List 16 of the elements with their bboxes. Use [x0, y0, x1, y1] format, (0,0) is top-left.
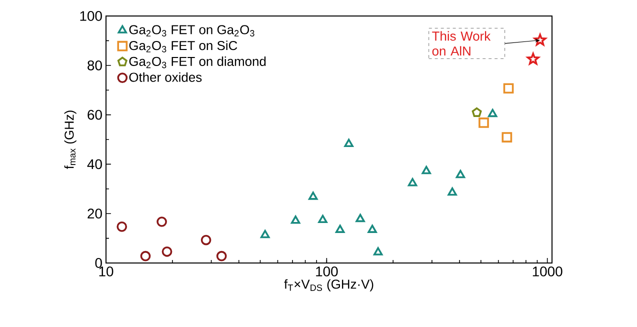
y-tick-label: 40 [87, 159, 102, 170]
legend-label: Other oxides [129, 72, 202, 82]
y-tick-label: 0 [95, 258, 102, 268]
y-tick-label: 100 [80, 11, 102, 21]
x-tick-label: 1000 [532, 266, 562, 276]
annotation: This Work on AlN [432, 31, 491, 56]
y-tick-label: 80 [88, 60, 102, 70]
legend-label: Ga$_{2}$O$_{3}$ FET on Ga$_{2}$O$_{3}$ [129, 25, 254, 36]
legend-label: Ga$_{2}$O$_{3}$ FET on SiC [129, 40, 238, 52]
legend-label: Ga$_{2}$O$_{3}$ FET on diamond [129, 56, 266, 68]
y-tick-label: 20 [88, 208, 102, 219]
x-tick-label: 100 [316, 266, 338, 276]
x-tick-label: 10 [99, 266, 114, 276]
y-tick-label: 60 [88, 110, 102, 120]
x-axis-title: f$_{T}$×V$_{DS}$ (GHz·V) [284, 279, 374, 292]
y-axis-title: f$_{max}$ (GHz) [64, 110, 76, 169]
